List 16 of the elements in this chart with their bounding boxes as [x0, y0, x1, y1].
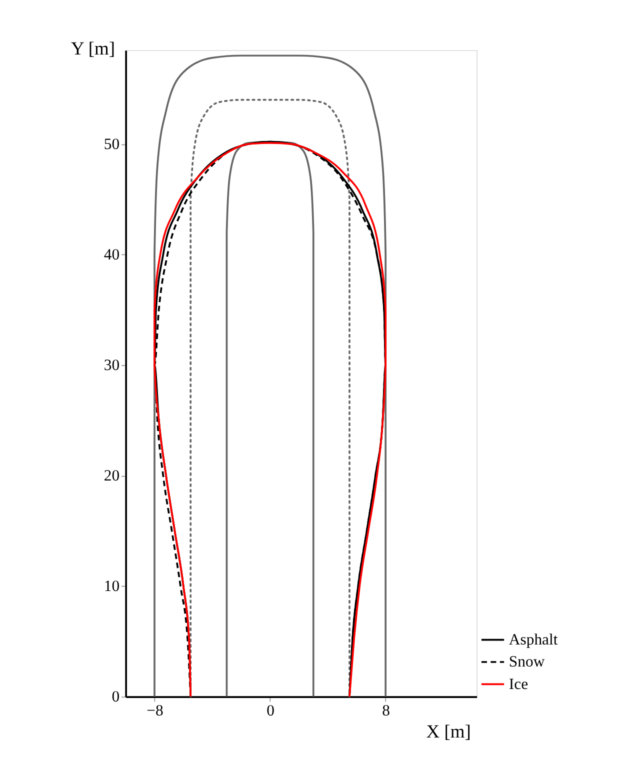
x-tick-label: 8 — [382, 702, 390, 720]
line-series — [190, 98, 350, 698]
x-axis-title: X [m] — [426, 722, 471, 742]
y-axis-title: Y [m] — [71, 38, 115, 58]
y-tick-label: 20 — [104, 468, 120, 485]
legend-label: Asphalt — [508, 631, 558, 648]
y-tick-label: 50 — [104, 136, 120, 154]
y-tick-label: 30 — [104, 357, 120, 374]
x-tick-label: −8 — [146, 702, 164, 720]
line-series — [226, 140, 314, 698]
y-tick-label: 0 — [112, 688, 120, 706]
y-tick-label: 10 — [104, 578, 120, 596]
legend-label: Snow — [508, 654, 546, 671]
x-tick-label: 0 — [266, 702, 275, 720]
legend-label: Ice — [508, 676, 528, 693]
y-tick-label: 40 — [104, 246, 120, 264]
